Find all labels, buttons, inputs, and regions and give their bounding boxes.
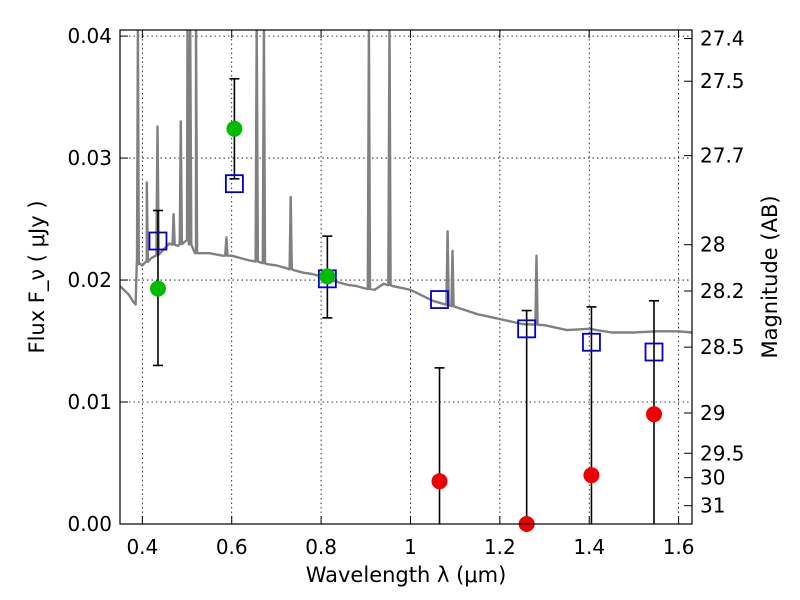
x-tick-label: 1 [404, 535, 417, 559]
x-tick-label: 0.6 [216, 535, 248, 559]
y-tick-label: 0.00 [67, 512, 112, 536]
y-tick-label: 0.04 [67, 24, 112, 48]
axis-ticks: 0.4 0.6 0.8 1 1.2 1.4 1.6 0.00 0.01 0.02 0.03 0.04 2… [67, 24, 744, 559]
y-axis-title: Flux F_ν ( μJy ) [25, 200, 50, 353]
non-detection-point [583, 467, 600, 484]
y-tick-label: 0.03 [67, 146, 112, 170]
detection-point [149, 280, 166, 297]
model-spectrum [120, 30, 692, 334]
y2-tick-label: 30 [700, 466, 725, 490]
detection-point [226, 120, 243, 137]
y2-tick-label: 31 [700, 494, 725, 518]
model-photometry-square [430, 290, 449, 309]
x-tick-label: 0.8 [305, 535, 337, 559]
x-tick-label: 1.4 [573, 535, 605, 559]
model-photometry-square [148, 231, 168, 251]
y2-tick-label: 27.4 [700, 27, 745, 51]
model-photometry-square [517, 319, 537, 339]
model-photometry-square [224, 174, 244, 194]
y2-tick-label: 27.7 [700, 144, 745, 168]
x-tick-label: 0.4 [126, 535, 158, 559]
non-detection-point [431, 473, 448, 490]
y2-tick-label: 28.5 [700, 335, 745, 359]
y2-tick-label: 28 [700, 233, 725, 257]
spectrum-line [120, 30, 692, 334]
plot-frame [119, 29, 693, 525]
y-tick-label: 0.01 [67, 390, 112, 414]
x-tick-label: 1.6 [663, 535, 695, 559]
model-photometry-square [644, 342, 664, 362]
y2-axis-title: Magnitude (AB) [758, 195, 782, 358]
non-detection-point [646, 406, 663, 423]
plot-area [120, 30, 692, 524]
y2-tick-label: 27.5 [700, 69, 745, 93]
model-photometry-square [582, 332, 601, 352]
data-markers [148, 120, 664, 532]
y2-tick-label: 29.5 [700, 441, 745, 465]
y-tick-label: 0.02 [67, 268, 112, 292]
x-axis-title: Wavelength λ (μm) [306, 563, 507, 587]
y2-tick-label: 29 [700, 401, 725, 425]
detection-point [319, 268, 336, 285]
x-tick-label: 1.2 [484, 535, 516, 559]
y2-tick-label: 28.2 [700, 279, 745, 303]
